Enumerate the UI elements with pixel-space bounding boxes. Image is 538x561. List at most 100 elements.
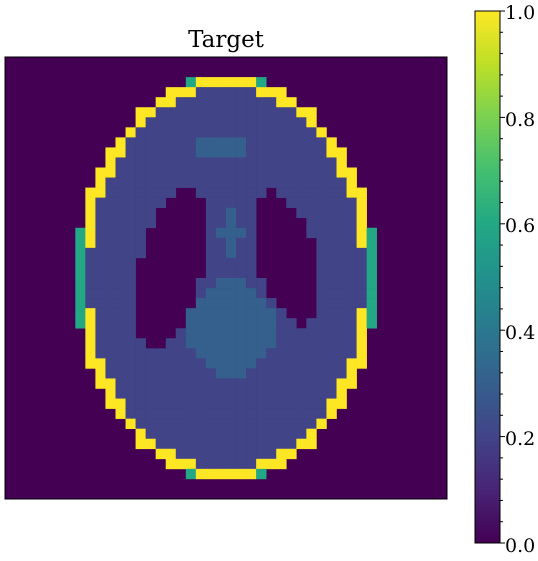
phantom-pixel: [336, 257, 347, 269]
phantom-pixel: [256, 107, 267, 118]
phantom-pixel: [155, 117, 167, 128]
phantom-pixel: [105, 348, 116, 359]
phantom-pixel: [256, 418, 267, 429]
phantom-pixel: [236, 127, 247, 138]
phantom-pixel: [336, 177, 347, 188]
phantom-pixel: [195, 97, 207, 108]
phantom-pixel: [155, 388, 167, 399]
phantom-pixel: [276, 97, 287, 108]
phantom-pixel: [296, 358, 307, 369]
phantom-pixel: [316, 267, 327, 279]
phantom-pixel: [215, 177, 227, 188]
phantom-pixel: [215, 298, 227, 309]
phantom-pixel: [135, 358, 146, 369]
phantom-pixel: [266, 127, 277, 138]
phantom-pixel: [85, 328, 96, 339]
phantom-pixel: [195, 187, 207, 198]
phantom-pixel: [316, 318, 327, 329]
phantom-pixel: [105, 227, 116, 239]
phantom-pixel: [306, 338, 317, 349]
phantom-pixel: [316, 237, 327, 249]
phantom-pixel: [336, 398, 347, 409]
phantom-pixel: [175, 388, 187, 399]
phantom-pixel: [326, 288, 337, 299]
colorbar-ticks: [500, 10, 505, 544]
phantom-pixel: [366, 227, 377, 239]
phantom-pixel: [95, 247, 106, 259]
phantom-pixel: [215, 338, 227, 349]
phantom-pixel: [256, 288, 267, 299]
phantom-pixel: [125, 227, 136, 239]
phantom-pixel: [95, 308, 106, 319]
phantom-pixel: [266, 97, 277, 108]
phantom-pixel: [85, 217, 96, 229]
phantom-pixel: [286, 368, 297, 379]
phantom-pixel: [366, 288, 377, 299]
phantom-pixel: [205, 408, 217, 419]
phantom-pixel: [185, 468, 197, 480]
phantom-pixel: [266, 358, 277, 369]
phantom-pixel: [356, 237, 367, 249]
phantom-pixel: [336, 267, 347, 279]
phantom-pixel: [226, 97, 237, 108]
phantom-pixel: [246, 107, 257, 118]
phantom-pixel: [105, 167, 116, 178]
phantom-pixel: [115, 328, 126, 339]
phantom-pixel: [85, 237, 96, 249]
phantom-pixel: [155, 137, 167, 148]
phantom-pixel: [336, 368, 347, 379]
phantom-pixel: [175, 177, 187, 188]
phantom-pixel: [165, 117, 177, 128]
phantom-pixel: [205, 247, 217, 259]
phantom-pixel: [105, 388, 116, 399]
phantom-pixel: [356, 217, 367, 229]
phantom-pixel: [226, 267, 237, 279]
phantom-pixel: [256, 147, 267, 158]
phantom-pixel: [215, 187, 227, 198]
phantom-pixel: [266, 87, 277, 98]
phantom-pixel: [256, 398, 267, 409]
phantom-pixel: [105, 318, 116, 329]
phantom-pixel: [296, 127, 307, 138]
phantom-pixel: [105, 217, 116, 229]
phantom-pixel: [105, 147, 116, 158]
phantom-pixel: [256, 428, 267, 440]
phantom-pixel: [236, 468, 247, 480]
phantom-pixel: [175, 458, 187, 470]
phantom-pixel: [306, 227, 317, 239]
phantom-pixel: [306, 388, 317, 399]
phantom-pixel: [95, 207, 106, 219]
phantom-pixel: [256, 177, 267, 188]
phantom-pixel: [316, 288, 327, 299]
phantom-pixel: [306, 398, 317, 409]
phantom-pixel: [115, 237, 126, 249]
phantom-image: [4, 56, 448, 500]
phantom-pixel: [246, 77, 257, 88]
phantom-pixel: [306, 147, 317, 158]
phantom-pixel: [306, 217, 317, 229]
phantom-pixel: [326, 318, 337, 329]
phantom-pixel: [366, 318, 377, 329]
phantom-pixel: [286, 127, 297, 138]
phantom-pixel: [105, 378, 116, 389]
phantom-pixel: [276, 107, 287, 118]
phantom-pixel: [115, 408, 126, 419]
phantom-pixel: [336, 338, 347, 349]
phantom-pixel: [266, 177, 277, 188]
phantom-pixel: [256, 157, 267, 168]
phantom-pixel: [346, 177, 357, 188]
phantom-pixel: [296, 438, 307, 450]
phantom-pixel: [135, 398, 146, 409]
phantom-pixel: [175, 147, 187, 158]
phantom-pixel: [145, 438, 156, 450]
phantom-pixel: [85, 267, 96, 279]
phantom-pixel: [306, 157, 317, 168]
phantom-pixel: [256, 358, 267, 369]
phantom-pixel: [125, 177, 136, 188]
phantom-pixel: [326, 378, 337, 389]
phantom-pixel: [316, 328, 327, 339]
phantom-pixel: [215, 308, 227, 319]
phantom-pixel: [165, 398, 177, 409]
phantom-pixel: [296, 187, 307, 198]
phantom-pixel: [356, 187, 367, 198]
